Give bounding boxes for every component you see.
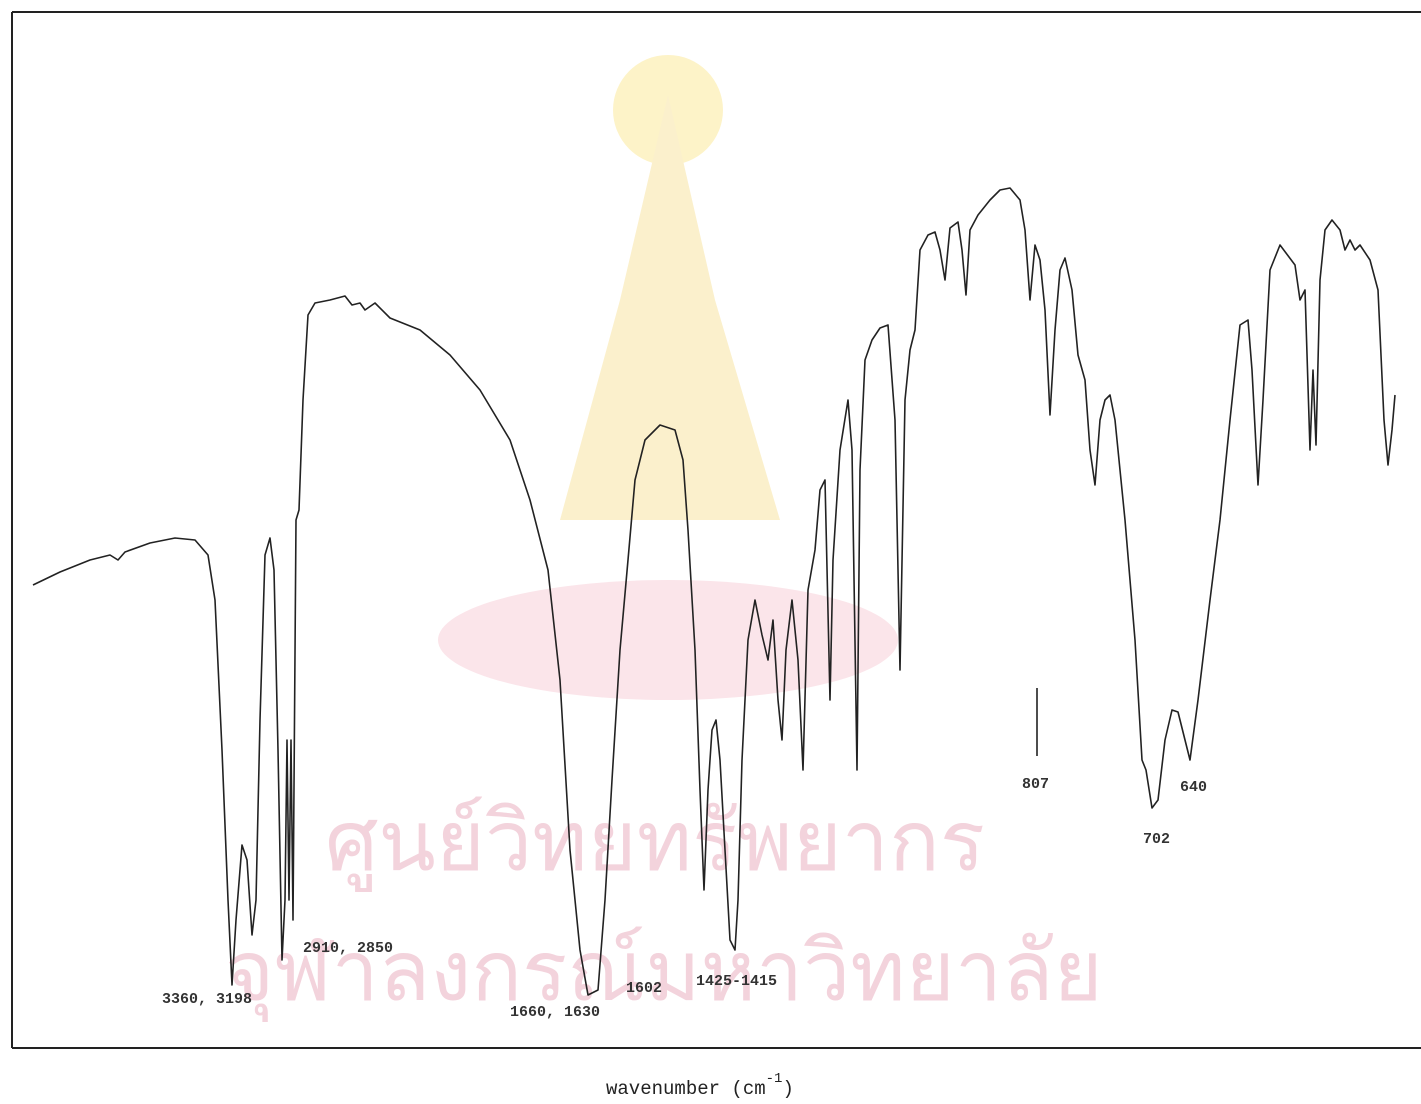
x-axis-label-superscript: -1 <box>766 1071 783 1087</box>
peak-label: 2910, 2850 <box>303 940 393 957</box>
x-axis-label-close: ) <box>782 1078 793 1100</box>
watermark-emblem <box>438 55 898 700</box>
peak-label: 640 <box>1180 779 1207 796</box>
x-axis-label: wavenumber (cm-1) <box>606 1071 794 1100</box>
peak-label: 1602 <box>626 980 662 997</box>
peak-label: 1425-1415 <box>696 973 777 990</box>
peak-label: 1660, 1630 <box>510 1004 600 1021</box>
spectrum-figure: ศูนย์วิทยทรัพยากร จุฬาลงกรณ์มหาวิทยาลัย … <box>0 0 1421 1104</box>
peak-label: 3360, 3198 <box>162 991 252 1008</box>
peak-label: 807 <box>1022 776 1049 793</box>
x-axis-label-text: wavenumber (cm <box>606 1078 766 1100</box>
watermark-text: ศูนย์วิทยทรัพยากร <box>325 792 985 892</box>
watermark-text: จุฬาลงกรณ์มหาวิทยาลัย <box>225 922 1103 1023</box>
frame <box>12 12 1421 1048</box>
peak-label: 702 <box>1143 831 1170 848</box>
